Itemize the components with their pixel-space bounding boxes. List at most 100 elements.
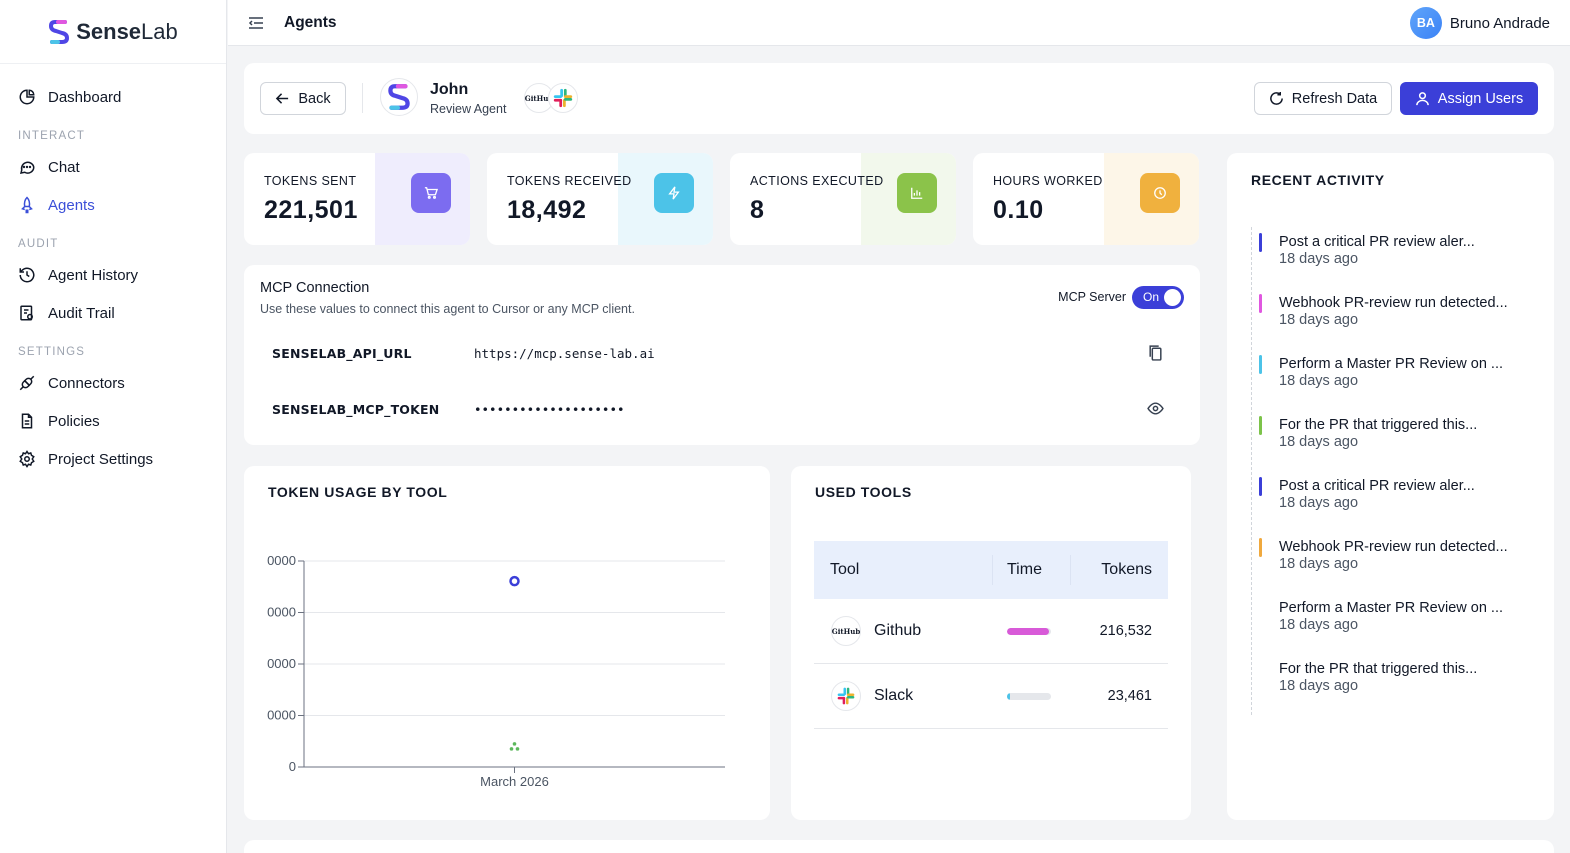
sidebar-item-policies[interactable]: Policies <box>0 402 226 440</box>
activity-text: Post a critical PR review aler... <box>1279 234 1475 250</box>
agent-header: Back John Review Agent GitHub Refresh Da… <box>244 63 1554 134</box>
data-point-series-0[interactable] <box>509 575 520 587</box>
activity-marker <box>1259 538 1262 557</box>
menu-collapse-icon[interactable] <box>248 15 264 31</box>
cart-icon <box>424 187 438 199</box>
activity-text: For the PR that triggered this... <box>1279 417 1478 433</box>
activity-item[interactable]: For the PR that triggered this... 18 days… <box>1252 654 1541 715</box>
activity-text: Webhook PR-review run detected... <box>1279 539 1508 555</box>
data-point-series-1[interactable] <box>509 742 520 751</box>
agent-avatar <box>380 78 418 116</box>
agent-name: John <box>430 81 469 98</box>
activity-item[interactable]: Webhook PR-review run detected... 18 days… <box>1252 288 1541 349</box>
sidebar-nav: Dashboard INTERACT Chat Agents AUDIT Age… <box>0 64 226 478</box>
table-row[interactable]: GitHub Github 216,532 <box>814 599 1168 664</box>
stat-label: TOKENS RECEIVED <box>507 174 632 188</box>
activity-item[interactable]: Perform a Master PR Review on ... 18 days… <box>1252 593 1541 654</box>
divider <box>362 83 363 113</box>
stat-icon-box <box>1140 173 1180 213</box>
clock-icon <box>1154 187 1166 199</box>
mcp-server-label: MCP Server <box>1058 290 1126 304</box>
mcp-token-value: •••••••••••••••••••• <box>474 402 625 417</box>
slack-icon <box>831 681 861 711</box>
activity-date: 18 days ago <box>1279 251 1359 267</box>
stat-value: 0.10 <box>993 196 1044 224</box>
sidebar-item-label: Policies <box>48 412 100 430</box>
eye-icon[interactable] <box>1147 400 1164 417</box>
recent-activity-card: RECENT ACTIVITY Post a critical PR revie… <box>1227 153 1554 820</box>
sidebar-item-connectors[interactable]: Connectors <box>0 364 226 402</box>
page-title: Agents <box>284 13 337 31</box>
sidebar-item-agent-history[interactable]: Agent History <box>0 256 226 294</box>
stat-actions-executed: ACTIONS EXECUTED 8 <box>730 153 956 245</box>
activity-title: RECENT ACTIVITY <box>1251 172 1385 188</box>
back-button-label: Back <box>298 90 331 107</box>
stat-value: 8 <box>750 196 765 224</box>
api-url-key: SENSELAB_API_URL <box>272 346 412 361</box>
tool-tokens: 216,532 <box>1099 623 1152 639</box>
activity-item[interactable]: Post a critical PR review aler... 18 days… <box>1252 227 1541 288</box>
time-bar <box>1007 692 1051 700</box>
gear-icon <box>19 450 35 468</box>
column-header-tokens: Tokens <box>1070 555 1168 585</box>
y-tick-label: 0 <box>289 759 296 774</box>
activity-text: Post a critical PR review aler... <box>1279 478 1475 494</box>
tool-tokens: 23,461 <box>1107 688 1152 704</box>
chart-points <box>509 575 520 751</box>
data-point-dot <box>515 747 520 751</box>
activity-item[interactable]: Webhook PR-review run detected... 18 days… <box>1252 532 1541 593</box>
column-header-time: Time <box>992 555 1070 585</box>
y-tick-label: 0000 <box>267 656 296 671</box>
avatar: BA <box>1409 7 1442 39</box>
sidebar-item-project-settings[interactable]: Project Settings <box>0 440 226 478</box>
sidebar-section-settings: SETTINGS <box>18 346 86 358</box>
stat-value: 18,492 <box>507 196 587 224</box>
activity-date: 18 days ago <box>1279 495 1359 511</box>
activity-item[interactable]: Post a critical PR review aler... 18 days… <box>1252 471 1541 532</box>
activity-marker <box>1259 599 1262 618</box>
copy-icon[interactable] <box>1147 344 1164 361</box>
pie-chart-icon <box>19 89 35 105</box>
activity-item[interactable]: For the PR that triggered this... 18 days… <box>1252 410 1541 471</box>
sidebar-item-label: Chat <box>48 158 80 176</box>
activity-date: 18 days ago <box>1279 312 1359 328</box>
senselab-logo-icon <box>388 84 410 110</box>
sidebar-item-label: Audit Trail <box>48 304 115 322</box>
back-button[interactable]: Back <box>260 82 346 115</box>
slack-badge <box>548 83 578 113</box>
sidebar-item-audit-trail[interactable]: Audit Trail <box>0 294 226 332</box>
mcp-token-key: SENSELAB_MCP_TOKEN <box>272 402 440 417</box>
assign-users-button[interactable]: Assign Users <box>1400 82 1538 115</box>
activity-marker <box>1259 233 1262 252</box>
sidebar-item-dashboard[interactable]: Dashboard <box>0 78 226 116</box>
arrow-left-icon <box>276 93 289 104</box>
mcp-connection-card: MCP Connection Use these values to conne… <box>244 265 1200 445</box>
sidebar-item-agents[interactable]: Agents <box>0 186 226 224</box>
mcp-server-toggle[interactable]: On <box>1132 286 1184 309</box>
sidebar-item-label: Connectors <box>48 374 125 392</box>
activity-marker <box>1259 355 1262 374</box>
refresh-data-button[interactable]: Refresh Data <box>1254 82 1392 115</box>
data-point-dot <box>512 742 517 746</box>
table-row[interactable]: Slack 23,461 <box>814 664 1168 729</box>
sidebar-item-label: Agent History <box>48 266 139 284</box>
activity-item[interactable]: Perform a Master PR Review on ... 18 days… <box>1252 349 1541 410</box>
brand-logo[interactable]: SenseLab <box>0 0 226 64</box>
y-tick-label: 0000 <box>267 708 296 723</box>
user-name: Bruno Andrade <box>1449 14 1550 32</box>
tool-name: Github <box>874 622 922 639</box>
sidebar-item-chat[interactable]: Chat <box>0 148 226 186</box>
plug-icon <box>19 375 35 391</box>
user-menu[interactable]: BA Bruno Andrade <box>1409 7 1550 39</box>
activity-text: For the PR that triggered this... <box>1279 661 1478 677</box>
activity-date: 18 days ago <box>1279 434 1359 450</box>
sidebar-item-label: Dashboard <box>48 88 122 106</box>
stat-label: TOKENS SENT <box>264 174 357 188</box>
sidebar-item-label: Agents <box>48 196 95 214</box>
rocket-icon <box>21 196 33 214</box>
activity-marker <box>1259 416 1262 435</box>
senselab-logo-icon <box>49 19 70 44</box>
activity-date: 18 days ago <box>1279 678 1359 694</box>
